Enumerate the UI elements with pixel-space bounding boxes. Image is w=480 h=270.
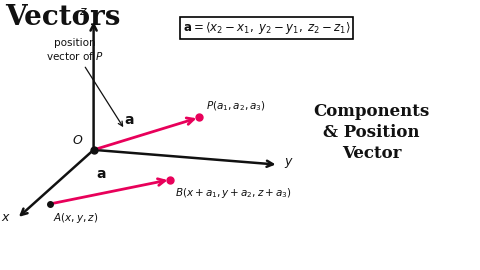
Text: $x$: $x$ [1,211,11,224]
Text: $B(x+a_1, y+a_2, z+a_3)$: $B(x+a_1, y+a_2, z+a_3)$ [175,186,292,200]
Text: $O$: $O$ [72,134,83,147]
Text: position
vector of $P$: position vector of $P$ [46,38,122,126]
Text: $\mathbf{a}$: $\mathbf{a}$ [96,167,106,181]
Text: $z$: $z$ [79,5,88,18]
Text: Vectors: Vectors [5,4,120,31]
Text: $A(x, y, z)$: $A(x, y, z)$ [53,211,98,225]
Text: $\mathbf{a} = \langle x_2 - x_1,\; y_2 - y_1,\; z_2 - z_1 \rangle$: $\mathbf{a} = \langle x_2 - x_1,\; y_2 -… [182,20,350,36]
Text: $y$: $y$ [284,156,294,170]
Text: $\mathbf{a}$: $\mathbf{a}$ [124,113,135,127]
Text: Components
& Position
Vector: Components & Position Vector [313,103,430,162]
Text: $P(a_1, a_2, a_3)$: $P(a_1, a_2, a_3)$ [206,100,266,113]
